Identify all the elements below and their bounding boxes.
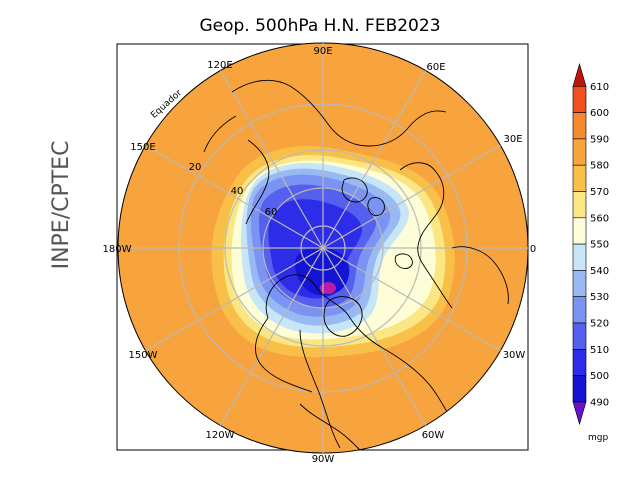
- meridian-30e: [322, 144, 502, 249]
- meridian-120e: [219, 69, 324, 249]
- colorbar-level-label: 570: [590, 187, 609, 198]
- colorbar-swatch: [572, 112, 587, 140]
- coast-north-america: [255, 274, 461, 449]
- coast-arctic-islands: [341, 177, 385, 217]
- meridian-60e: [322, 69, 427, 249]
- label-60w: 60W: [422, 430, 445, 441]
- colorbar-level-label: 590: [590, 134, 609, 145]
- coast-greenland: [323, 296, 363, 337]
- field-490: [295, 247, 350, 296]
- label-lat-60: 60: [265, 207, 278, 218]
- coast-asia: [203, 79, 447, 225]
- colorbar-swatch: [572, 138, 587, 166]
- colorbar-top-arrow: [572, 62, 587, 87]
- coast-central-america: [299, 403, 361, 451]
- colorbar-level-label: 560: [590, 213, 609, 224]
- label-90e: 90E: [313, 46, 332, 57]
- meridian-60w: [322, 247, 427, 427]
- colorbar-swatch: [572, 270, 587, 297]
- colorbar-level-label: 610: [590, 82, 609, 93]
- label-120w: 120W: [206, 430, 235, 441]
- coast-africa-top: [451, 246, 509, 305]
- colorbar-level-label: 600: [590, 108, 609, 119]
- colorbar-swatch: [572, 164, 587, 192]
- coastlines: [203, 79, 509, 451]
- meridian-30w: [322, 247, 502, 352]
- meridian-150w: [144, 247, 324, 352]
- colorbar-level-label: 510: [590, 345, 609, 356]
- label-180w: 180W: [103, 244, 132, 255]
- label-0: 0: [530, 244, 536, 255]
- label-60e: 60E: [426, 62, 445, 73]
- colorbar-unit: mgp: [588, 433, 608, 443]
- colorbar-level-label: 540: [590, 266, 609, 277]
- label-lat-40: 40: [231, 186, 244, 197]
- colorbar-swatch: [572, 296, 587, 324]
- longitude-labels: 90E 60E 30E 0 30W 60W 90W 120W 150W 180W…: [103, 46, 537, 465]
- field-core: [320, 282, 336, 294]
- label-30e: 30E: [503, 134, 522, 145]
- colorbar-swatch: [572, 348, 587, 376]
- colorbar-swatch: [572, 243, 587, 271]
- colorbar-level-label: 500: [590, 371, 609, 382]
- colorbar-swatch: [572, 217, 587, 245]
- credit-label: INPE/CPTEC: [49, 141, 74, 270]
- colorbar-swatch: [572, 375, 587, 403]
- colorbar: 610 600 590 580 570 560 550 540 530 520 510 500 490: [572, 62, 609, 426]
- meridian-150e: [144, 144, 324, 249]
- colorbar-level-label: 580: [590, 161, 609, 172]
- colorbar-bottom-arrow: [572, 401, 587, 426]
- colorbar-swatch: [572, 86, 587, 113]
- label-lat-20: 20: [189, 162, 202, 173]
- colorbar-swatch: [572, 322, 587, 350]
- coast-europe: [399, 162, 453, 309]
- colorbar-swatch: [572, 191, 587, 219]
- graticule: [118, 43, 528, 453]
- map-title: Geop. 500hPa H.N. FEB2023: [199, 16, 440, 36]
- label-150e: 150E: [130, 142, 155, 153]
- latitude-labels: 20 40 60: [189, 162, 278, 218]
- colorbar-level-label: 490: [590, 397, 609, 408]
- label-120e: 120E: [207, 60, 232, 71]
- coast-iceland: [394, 253, 413, 269]
- label-30w: 30W: [503, 350, 526, 361]
- label-150w: 150W: [129, 350, 158, 361]
- colorbar-level-label: 520: [590, 319, 609, 330]
- label-90w: 90W: [312, 454, 335, 465]
- colorbar-level-label: 530: [590, 292, 609, 303]
- colorbar-level-label: 550: [590, 240, 609, 251]
- polar-map: [118, 43, 528, 453]
